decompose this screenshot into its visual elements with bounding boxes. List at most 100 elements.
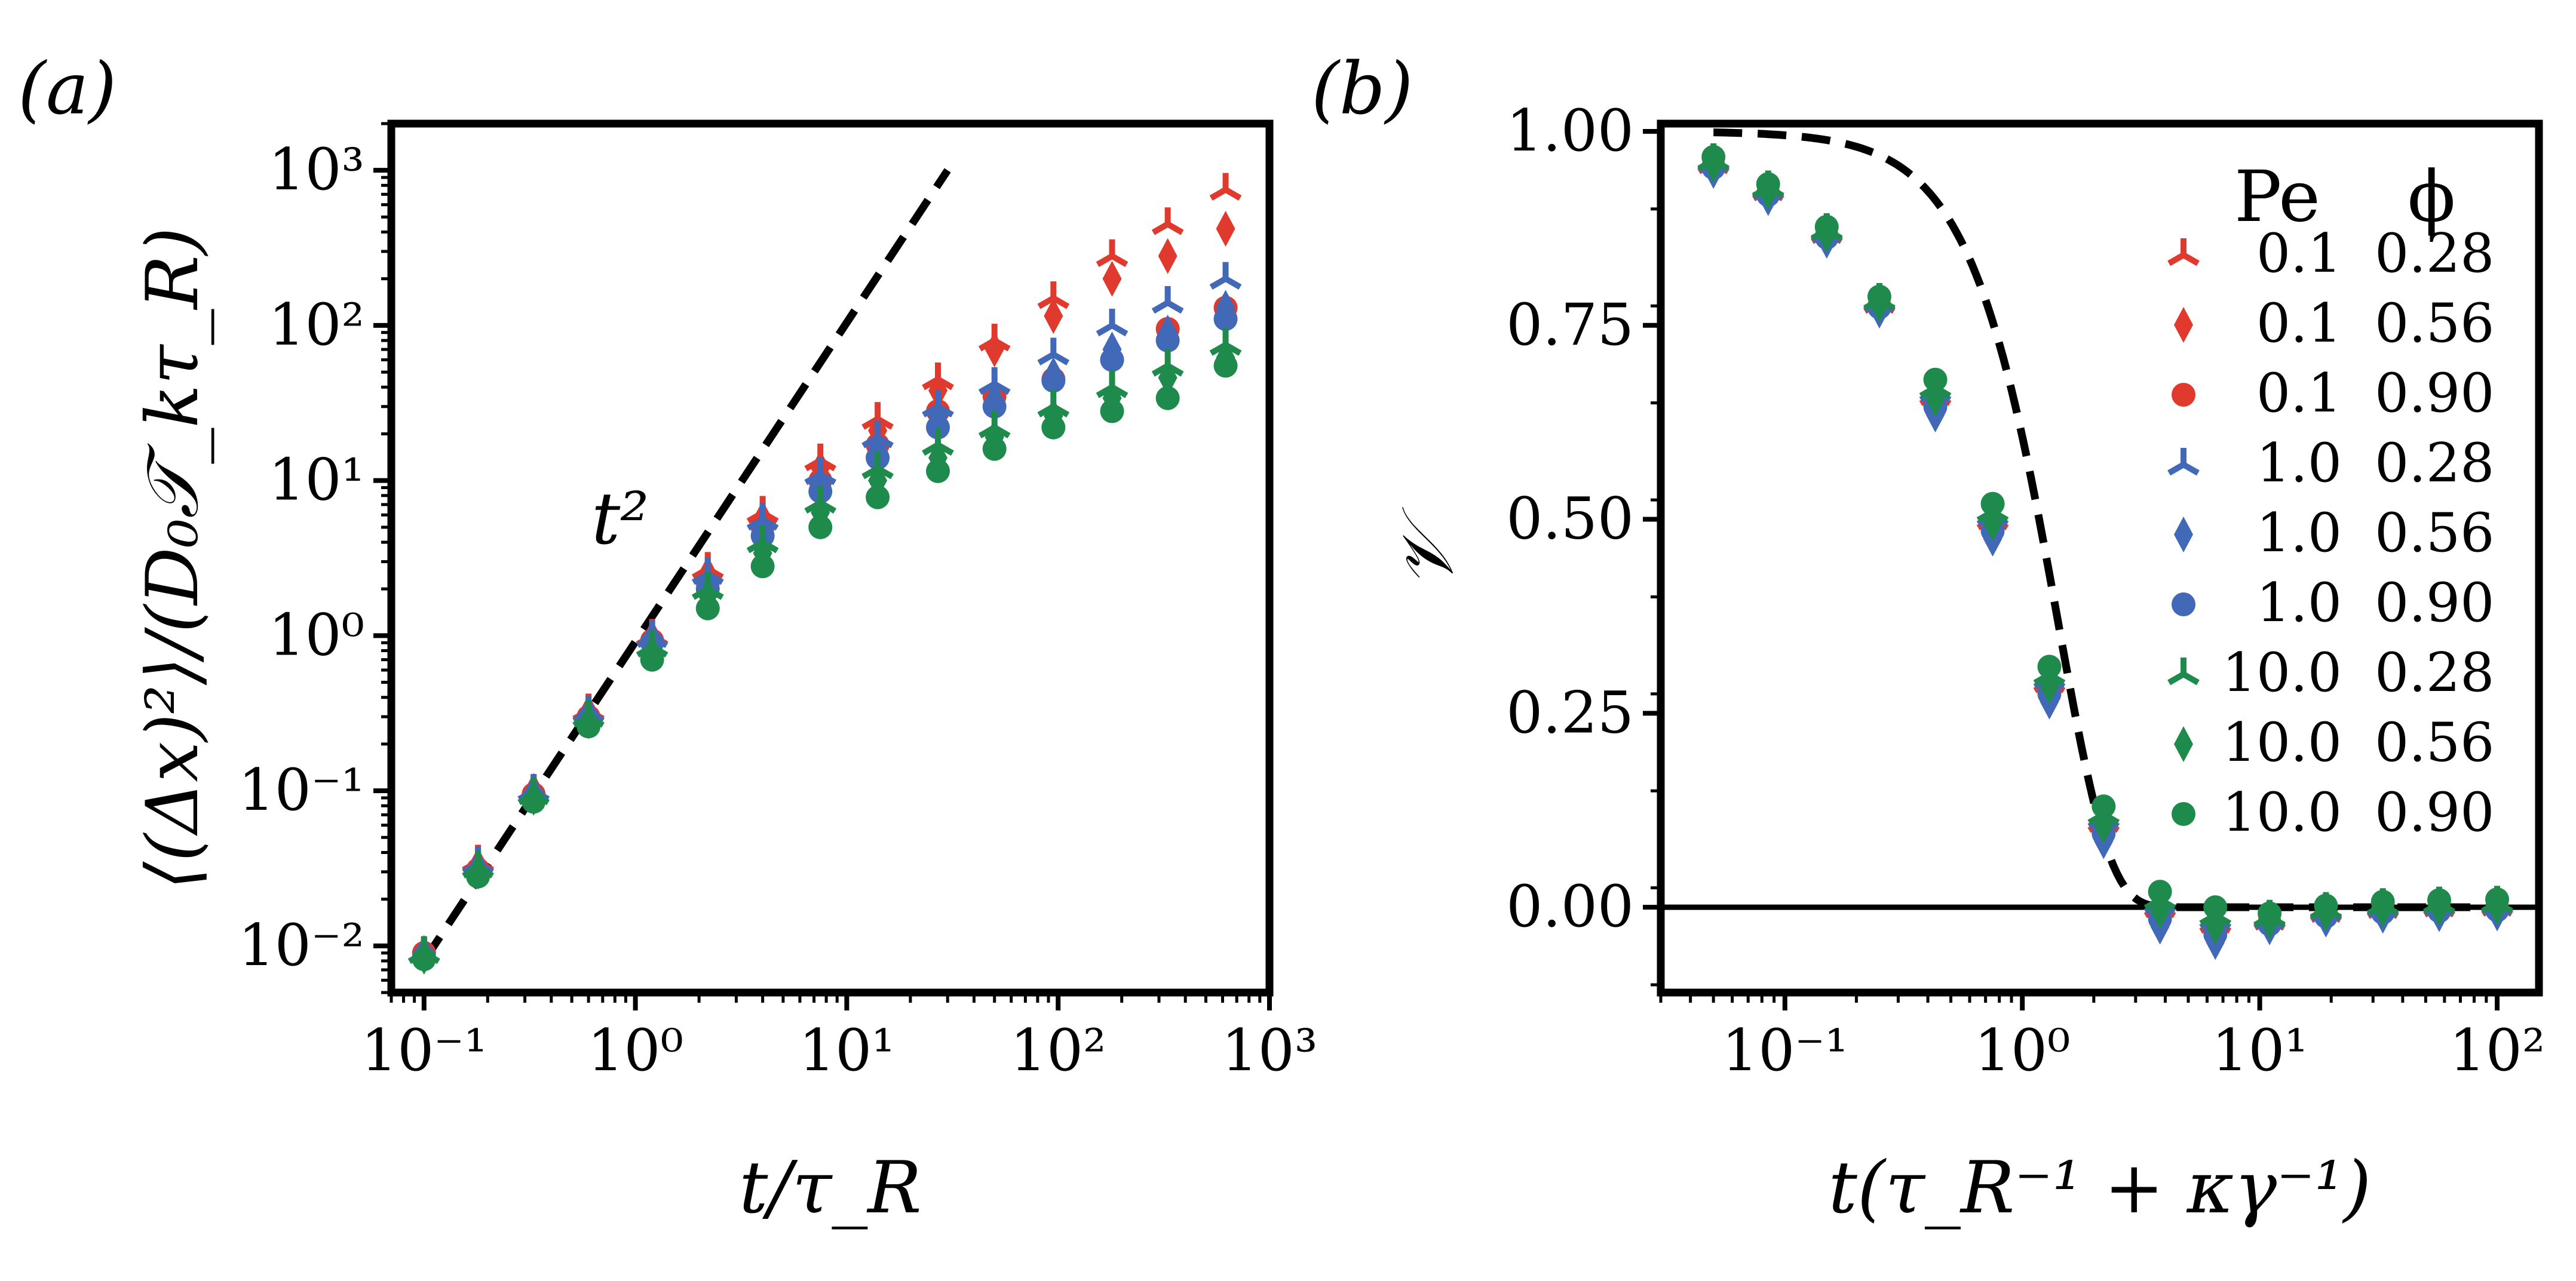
legend-marker-6 bbox=[2167, 658, 2200, 686]
panel-b-data-marks bbox=[1661, 128, 2539, 960]
panel-a-point-s8-1 bbox=[466, 864, 490, 889]
panel-a-point-s5-10 bbox=[982, 394, 1007, 419]
legend-marker-4 bbox=[2174, 517, 2193, 552]
panel-b-xtick-label-0: 10⁻¹ bbox=[1722, 1017, 1848, 1084]
panel-b-point-s8-2 bbox=[1814, 214, 1839, 239]
panel-b-point-s8-14 bbox=[2485, 887, 2510, 912]
legend-pe-7: 10.0 bbox=[2222, 711, 2342, 774]
legend-phi-1: 0.56 bbox=[2375, 292, 2494, 355]
legend-phi-2: 0.90 bbox=[2375, 362, 2494, 425]
panel-b-label: (b) bbox=[1311, 48, 1413, 131]
panel-b-y-axis-label: 𝒱 bbox=[1386, 507, 1469, 588]
panel-b-frame bbox=[1657, 119, 2543, 997]
panel-a-xtick-label-0: 10⁻¹ bbox=[361, 1017, 487, 1084]
panel-a-t2-reference-line bbox=[421, 168, 951, 963]
panel-b-point-s8-13 bbox=[2427, 888, 2452, 913]
panel-b-ytick-label-3: 0.75 bbox=[1506, 291, 1634, 358]
panel-a-ytick-label-0: 10⁻² bbox=[238, 912, 364, 979]
panel-a-ticks: 10⁻¹ 10⁰ 10¹ 10² 10³ 10⁻² 10⁻¹ 10⁰ 10¹ 10² 10³ bbox=[238, 122, 1317, 1084]
panel-a-point-s0-14 bbox=[1209, 173, 1242, 201]
panel-b-point-s8-9 bbox=[2203, 895, 2228, 920]
panel-a-point-s1-14 bbox=[1216, 211, 1235, 247]
legend-marker-1 bbox=[2174, 307, 2193, 343]
panel-a-point-s1-10 bbox=[985, 331, 1004, 368]
panel-b-point-s8-0 bbox=[1701, 145, 1726, 169]
panel-a-point-s8-12 bbox=[1100, 399, 1124, 423]
panel-a-point-s8-5 bbox=[695, 596, 720, 620]
legend-phi-7: 0.56 bbox=[2375, 711, 2494, 774]
panel-a-point-s8-13 bbox=[1155, 386, 1180, 410]
panel-a-point-s8-3 bbox=[576, 714, 601, 739]
panel-a-point-s8-11 bbox=[1041, 415, 1066, 440]
panel-b-xtick-label-1: 10⁰ bbox=[1974, 1017, 2071, 1084]
panel-a-ytick-label-4: 10² bbox=[268, 291, 364, 358]
panel-b-point-s8-8 bbox=[2148, 880, 2172, 904]
panel-a-point-s3-10 bbox=[978, 367, 1011, 395]
panel-a-xtick-label-1: 10⁰ bbox=[587, 1017, 683, 1084]
panel-b-point-s8-3 bbox=[1867, 284, 1891, 309]
panel-b-x-axis-label: t(τ_R⁻¹ + κγ⁻¹) bbox=[1829, 1147, 2372, 1230]
legend-pe-1: 0.1 bbox=[2256, 292, 2342, 355]
legend-header-pe: Pe bbox=[2234, 155, 2320, 238]
panel-a-ytick-label-2: 10⁰ bbox=[268, 601, 364, 668]
legend-pe-6: 10.0 bbox=[2222, 641, 2342, 704]
panel-a-point-s8-2 bbox=[522, 790, 546, 814]
legend-pe-4: 1.0 bbox=[2256, 502, 2342, 564]
legend-marker-0 bbox=[2167, 238, 2200, 266]
panel-b-xtick-label-3: 10² bbox=[2449, 1017, 2546, 1084]
panel-a-point-s3-12 bbox=[1096, 308, 1128, 337]
panel-a-xtick-label-3: 10² bbox=[1010, 1017, 1106, 1084]
panel-a-x-axis-label: t/τ_R bbox=[739, 1147, 921, 1230]
panel-a-t2-annotation: t² bbox=[591, 478, 649, 561]
panel-b-ytick-label-2: 0.50 bbox=[1506, 486, 1634, 552]
panel-a-point-s8-4 bbox=[640, 647, 664, 672]
panel-b-chart: 10⁻¹ 10⁰ 10¹ 10² 0.00 0.25 0.50 0.75 1.00 t(τ_R⁻… bbox=[1386, 97, 2545, 1230]
panel-a-point-s8-7 bbox=[808, 515, 833, 539]
panel-a-point-s0-11 bbox=[1037, 281, 1070, 309]
legend-pe-0: 0.1 bbox=[2256, 222, 2342, 285]
panel-a-ytick-label-5: 10³ bbox=[268, 136, 364, 203]
panel-a-point-s8-0 bbox=[412, 947, 436, 972]
legend-marker-3 bbox=[2167, 448, 2200, 476]
panel-b-legend: Pe ϕ 0.1 0.28 0.1 0.56 0.1 0.90 1.0 0.28 1.0 0.56… bbox=[2167, 155, 2494, 844]
legend-header-phi: ϕ bbox=[2408, 155, 2455, 238]
panel-a-point-s3-13 bbox=[1151, 285, 1184, 314]
panel-a-point-s5-13 bbox=[1155, 328, 1180, 353]
panel-a-point-s0-13 bbox=[1151, 207, 1184, 235]
panel-b-ytick-label-0: 0.00 bbox=[1506, 873, 1634, 940]
panel-a-frame bbox=[387, 119, 1274, 997]
panel-a-xtick-label-2: 10¹ bbox=[799, 1017, 895, 1084]
legend-marker-5 bbox=[2172, 592, 2195, 616]
legend-pe-2: 0.1 bbox=[2256, 362, 2342, 425]
legend-phi-3: 0.28 bbox=[2375, 432, 2494, 494]
panel-b-ticks: 10⁻¹ 10⁰ 10¹ 10² 0.00 0.25 0.50 0.75 1.00 bbox=[1506, 97, 2545, 1084]
panel-a-point-s5-11 bbox=[1041, 368, 1066, 393]
panel-a-point-s8-8 bbox=[866, 485, 890, 509]
panel-a-point-s5-12 bbox=[1100, 348, 1124, 372]
legend-phi-8: 0.90 bbox=[2375, 781, 2494, 844]
legend-pe-3: 1.0 bbox=[2256, 432, 2342, 494]
panel-a-point-s5-9 bbox=[926, 415, 950, 440]
panel-a-point-s1-11 bbox=[1044, 298, 1063, 334]
legend-phi-5: 0.90 bbox=[2375, 572, 2494, 634]
panel-a-point-s7-13 bbox=[1158, 360, 1177, 396]
panel-a-label: (a) bbox=[18, 48, 116, 131]
panel-a-point-s3-14 bbox=[1209, 262, 1242, 290]
legend-pe-5: 1.0 bbox=[2256, 572, 2342, 634]
panel-a-y-axis-label: ⟨(Δx)²⟩/(D₀𝒯_kτ_R) bbox=[131, 227, 214, 889]
panel-a-point-s3-11 bbox=[1037, 337, 1070, 365]
legend-marker-2 bbox=[2172, 383, 2195, 407]
panel-a-point-s8-9 bbox=[926, 459, 950, 483]
legend-marker-8 bbox=[2172, 802, 2195, 826]
panel-b-ytick-label-1: 0.25 bbox=[1506, 679, 1634, 746]
legend-marker-7 bbox=[2174, 726, 2193, 762]
panel-b-xtick-label-2: 10¹ bbox=[2212, 1017, 2308, 1084]
panel-a-point-s8-10 bbox=[982, 437, 1007, 461]
legend-phi-4: 0.56 bbox=[2375, 502, 2494, 564]
panel-a-ytick-label-3: 10¹ bbox=[268, 447, 364, 514]
panel-b-ytick-label-4: 1.00 bbox=[1506, 97, 1634, 164]
panel-a-point-s0-12 bbox=[1096, 239, 1128, 268]
panel-b-point-s8-11 bbox=[2314, 893, 2338, 918]
